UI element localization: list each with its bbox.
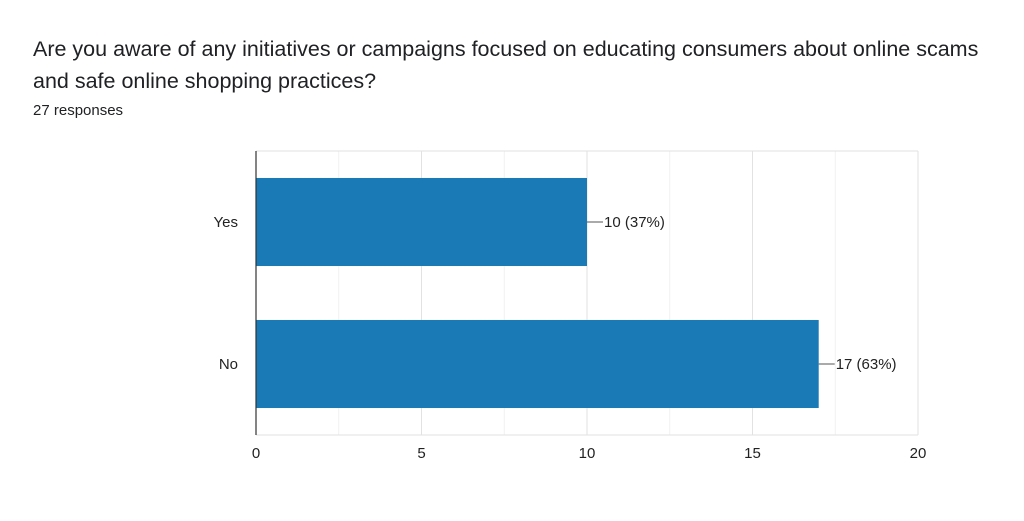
x-tick-label: 20 <box>910 445 927 462</box>
bar-no <box>256 319 819 409</box>
x-tick-label: 0 <box>252 445 260 462</box>
bar-yes <box>256 177 587 267</box>
category-label-no: No <box>219 356 238 373</box>
data-label-no: 17 (63%) <box>836 356 897 373</box>
category-label-yes: Yes <box>214 214 238 231</box>
data-label-yes: 10 (37%) <box>604 214 665 231</box>
x-tick-label: 10 <box>579 445 596 462</box>
labels: Yes 10 (37%) No 17 (63%) 0 5 10 15 20 <box>214 214 927 462</box>
bars <box>256 177 819 409</box>
x-tick-label: 5 <box>417 445 425 462</box>
x-tick-label: 15 <box>744 445 761 462</box>
question-title: Are you aware of any initiatives or camp… <box>33 37 979 93</box>
response-count: 27 responses <box>33 102 124 119</box>
